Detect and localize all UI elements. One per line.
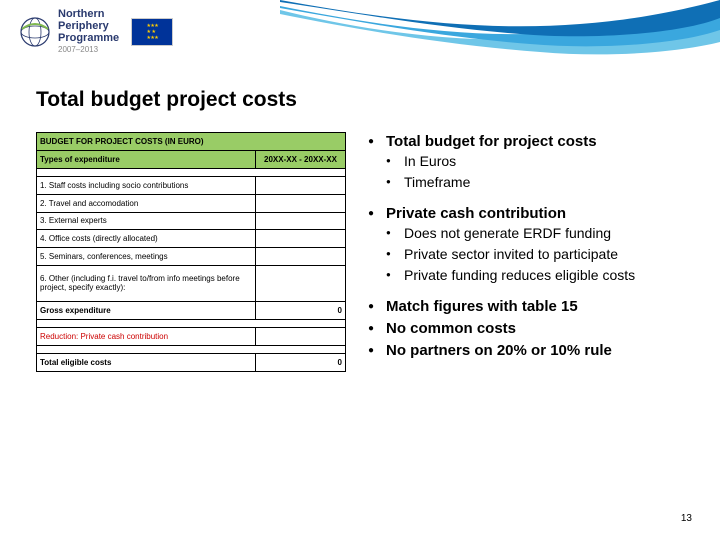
bullet-main: Private cash contribution Does not gener… — [368, 204, 690, 285]
bullet-sub: In Euros — [386, 152, 690, 171]
npp-line3: Programme — [58, 32, 119, 44]
bullet-main: Match figures with table 15 — [368, 297, 690, 317]
npp-years: 2007–2013 — [58, 46, 119, 55]
slide-header: Northern Periphery Programme 2007–2013 ★… — [0, 0, 720, 72]
bullet-main: No common costs — [368, 319, 690, 339]
header-swoosh — [280, 0, 720, 72]
table-cell — [256, 266, 346, 302]
slide-title: Total budget project costs — [36, 88, 297, 112]
table-row: 5. Seminars, conferences, meetings — [37, 248, 256, 266]
bullet-list: Total budget for project costs In Euros … — [368, 132, 690, 372]
bullet-main: No partners on 20% or 10% rule — [368, 341, 690, 361]
bullet-text: Private cash contribution — [386, 205, 566, 222]
table-cell — [256, 327, 346, 345]
table-header-title: BUDGET FOR PROJECT COSTS (IN EURO) — [37, 133, 346, 151]
table-cell — [256, 176, 346, 194]
table-total-value: 0 — [256, 353, 346, 371]
eu-flag-icon: ★ ★ ★★ ★★ ★ ★ — [131, 18, 173, 46]
table-cell — [256, 212, 346, 230]
npp-line1: Northern — [58, 8, 104, 20]
bullet-sub: Does not generate ERDF funding — [386, 224, 690, 243]
bullet-text: Total budget for project costs — [386, 133, 597, 150]
table-row: 4. Office costs (directly allocated) — [37, 230, 256, 248]
table-gross-value: 0 — [256, 301, 346, 319]
bullet-main: Total budget for project costs In Euros … — [368, 132, 690, 192]
content-area: BUDGET FOR PROJECT COSTS (IN EURO) Types… — [36, 132, 690, 372]
table-gross-label: Gross expenditure — [37, 301, 256, 319]
bullet-sub: Private funding reduces eligible costs — [386, 266, 690, 285]
table-header-types: Types of expenditure — [37, 150, 256, 168]
table-cell — [256, 194, 346, 212]
bullet-sub: Timeframe — [386, 173, 690, 192]
table-cell — [256, 230, 346, 248]
table-row: 3. External experts — [37, 212, 256, 230]
table-reduction-label: Reduction: Private cash contribution — [37, 327, 256, 345]
npp-logo: Northern Periphery Programme 2007–2013 — [18, 8, 119, 55]
page-number: 13 — [681, 513, 692, 524]
budget-table: BUDGET FOR PROJECT COSTS (IN EURO) Types… — [36, 132, 346, 372]
table-row: 1. Staff costs including socio contribut… — [37, 176, 256, 194]
table-header-period: 20XX-XX - 20XX-XX — [256, 150, 346, 168]
npp-line2: Periphery — [58, 20, 109, 32]
table-cell — [256, 248, 346, 266]
table-total-label: Total eligible costs — [37, 353, 256, 371]
table-row: 2. Travel and accomodation — [37, 194, 256, 212]
logo-block: Northern Periphery Programme 2007–2013 ★… — [18, 8, 173, 55]
table-row: 6. Other (including f.i. travel to/from … — [37, 266, 256, 302]
npp-globe-icon — [18, 15, 52, 49]
bullet-sub: Private sector invited to participate — [386, 245, 690, 264]
